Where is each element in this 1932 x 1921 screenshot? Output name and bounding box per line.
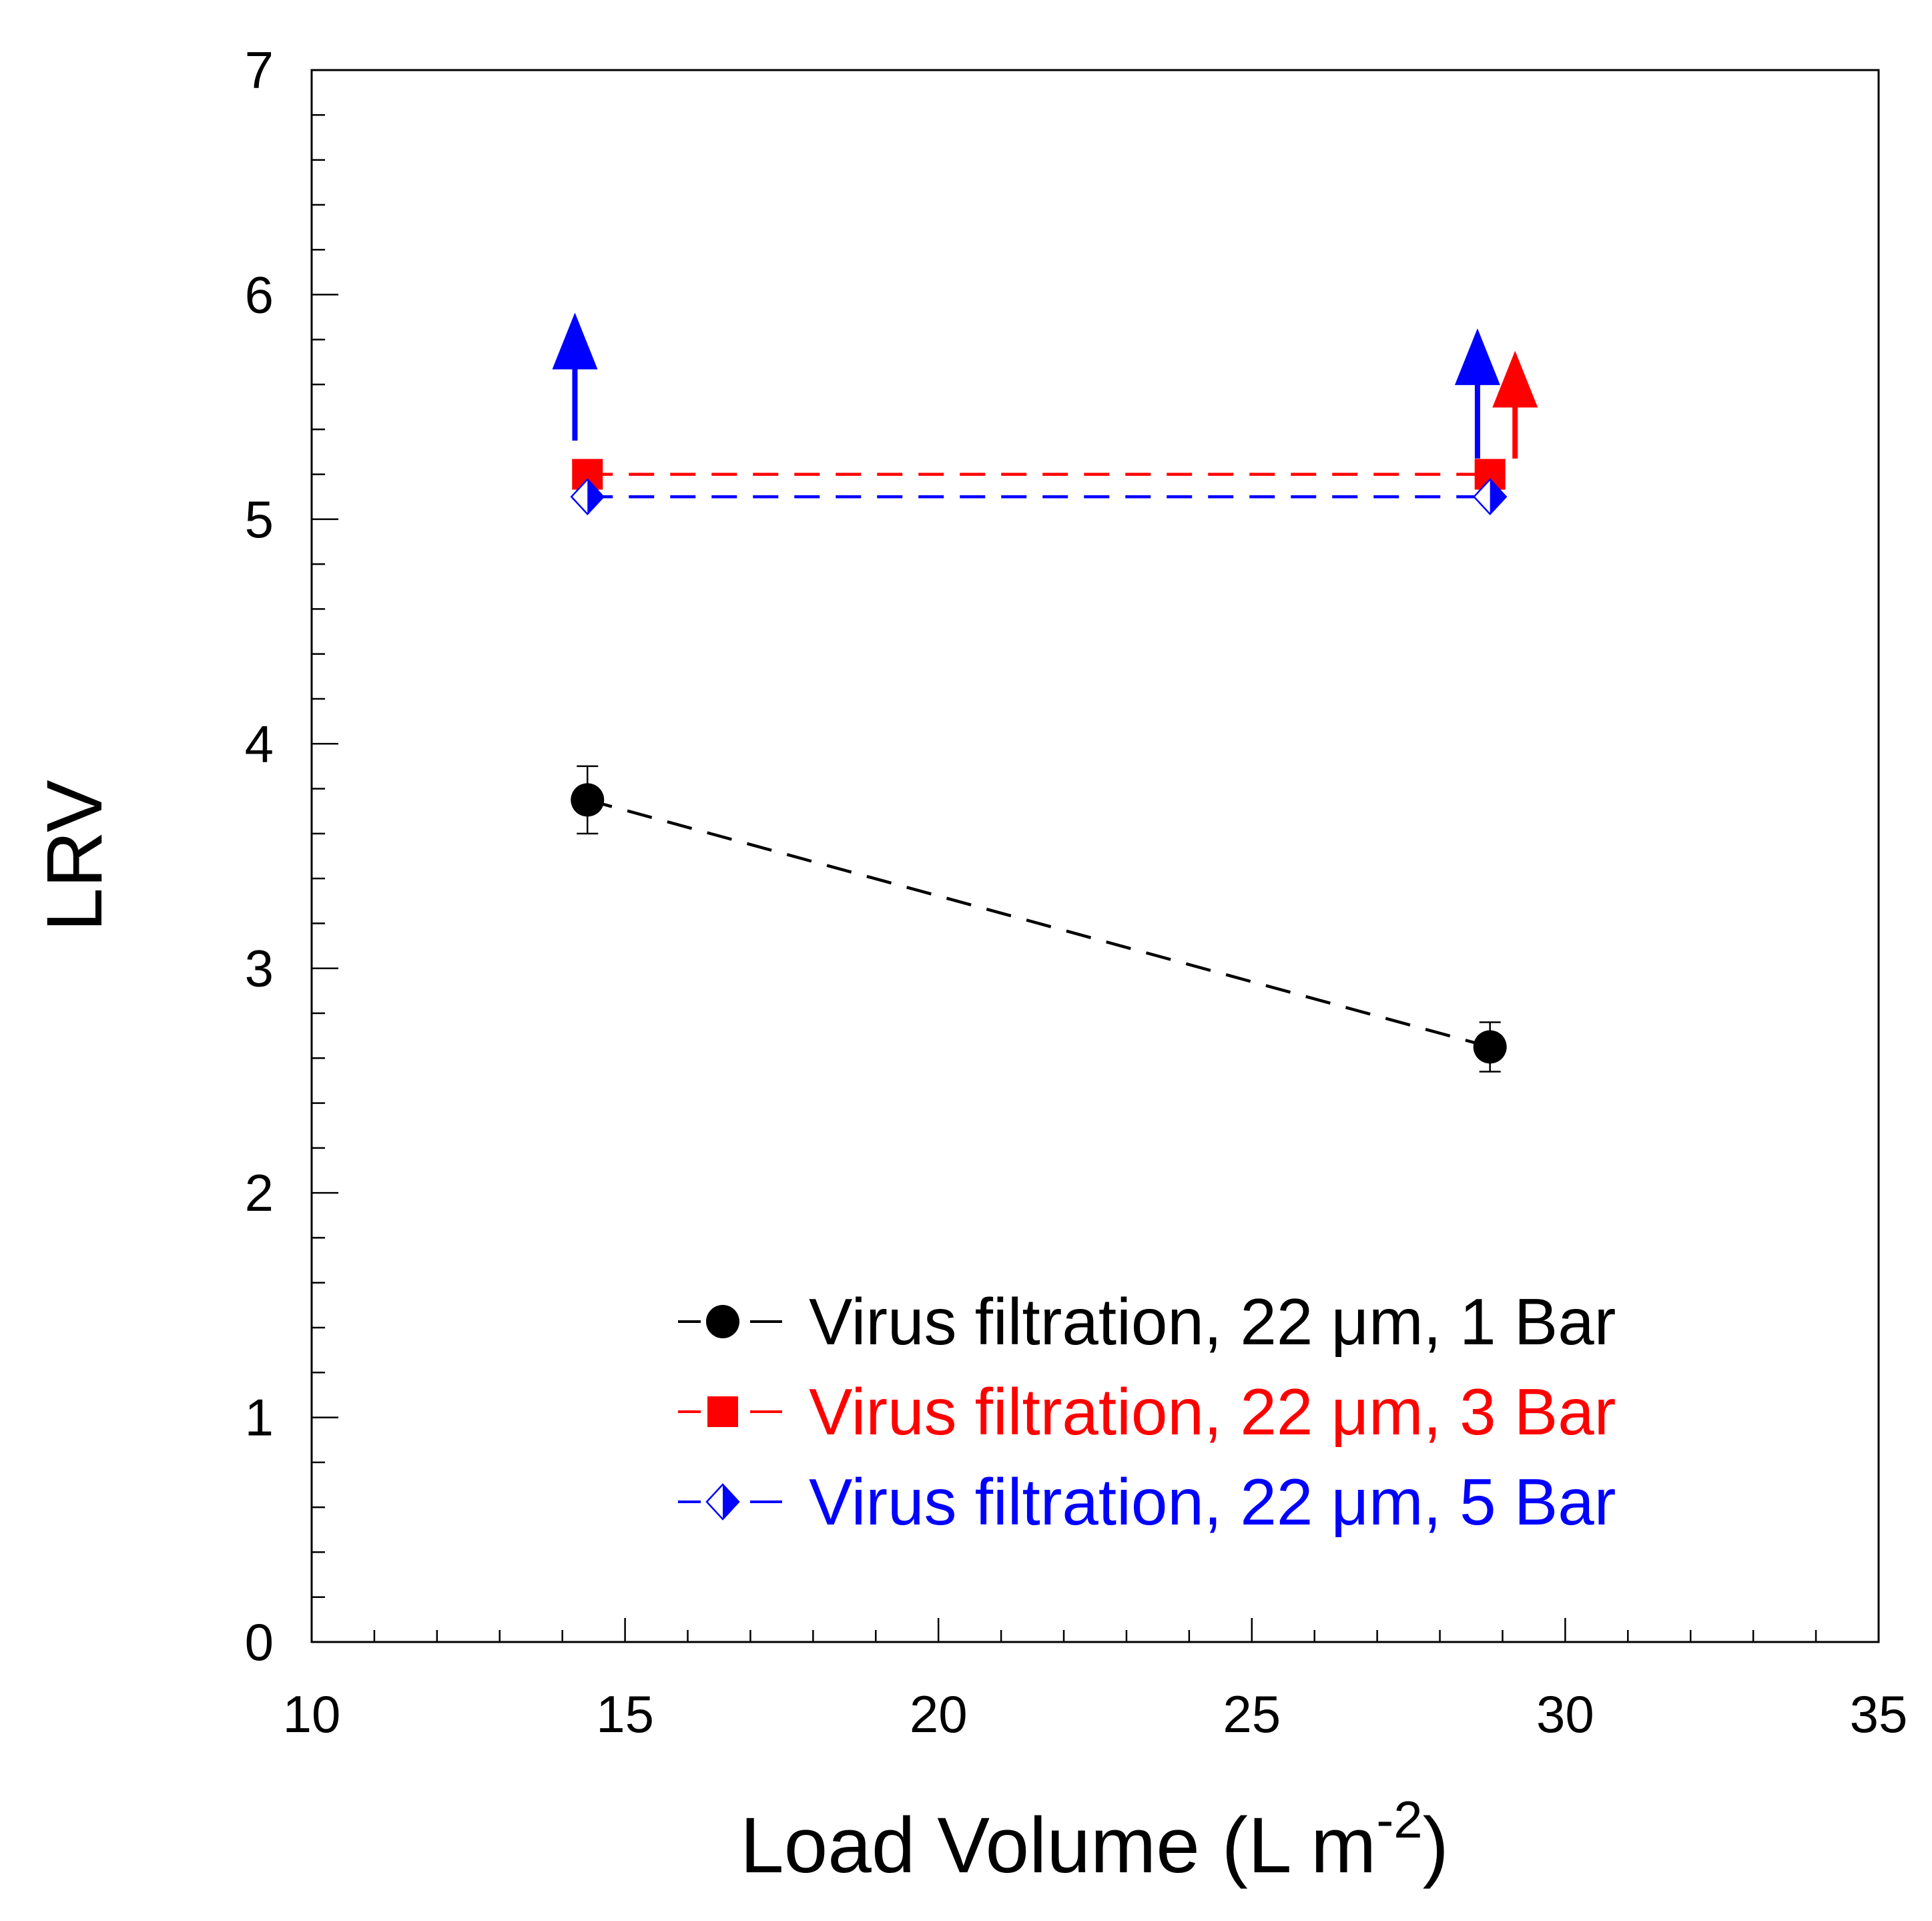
y-tick-label: 6	[245, 265, 274, 324]
data-point	[1472, 478, 1508, 516]
y-tick-label: 2	[245, 1163, 274, 1222]
legend-label: Virus filtration, 22 μm, 1 Bar	[809, 1285, 1616, 1358]
data-point	[570, 478, 605, 516]
data-point	[571, 783, 605, 817]
x-tick-label: 20	[910, 1685, 968, 1743]
legend-marker	[705, 1483, 740, 1521]
x-tick-label: 15	[596, 1685, 654, 1743]
y-tick-label: 4	[245, 714, 274, 773]
x-tick-label: 30	[1536, 1685, 1594, 1743]
legend-entry: Virus filtration, 22 μm, 5 Bar	[678, 1465, 1616, 1539]
diamond-fill-shape	[723, 1484, 739, 1519]
limit-arrow-head	[552, 312, 598, 370]
legend-entry: Virus filtration, 22 μm, 3 Bar	[678, 1375, 1616, 1448]
y-tick-label: 7	[245, 41, 274, 99]
plot-frame	[310, 69, 1880, 1643]
x-axis-title: Load Volume (L m-2)	[740, 1790, 1449, 1890]
y-tick-label: 0	[245, 1613, 274, 1671]
x-tick-label: 10	[283, 1685, 341, 1743]
legend-entry: Virus filtration, 22 μm, 1 Bar	[678, 1285, 1616, 1358]
y-tick-label: 1	[245, 1388, 274, 1447]
legend-marker	[706, 1305, 739, 1338]
circle-marker-shape	[571, 783, 605, 817]
x-tick-label: 35	[1850, 1685, 1908, 1743]
data-point	[1473, 1030, 1507, 1064]
limit-arrow-head	[1492, 350, 1538, 408]
legend-label: Virus filtration, 22 μm, 3 Bar	[809, 1375, 1616, 1448]
x-axis-title-main: Load Volume (L m	[740, 1802, 1376, 1890]
limit-arrow-head	[1454, 328, 1500, 385]
diamond-fill-shape	[587, 479, 604, 515]
x-axis-title-suffix: )	[1423, 1802, 1449, 1890]
y-tick-label: 3	[245, 939, 274, 998]
circle-marker-shape	[706, 1305, 739, 1338]
circle-marker-shape	[1473, 1030, 1507, 1064]
y-axis-title: LRV	[31, 780, 119, 932]
series-line	[587, 798, 1491, 1049]
square-marker-shape	[707, 1396, 738, 1427]
x-axis-title-superscript: -2	[1376, 1790, 1422, 1849]
y-tick-label: 5	[245, 490, 274, 549]
legend-marker	[707, 1396, 738, 1427]
legend-label: Virus filtration, 22 μm, 5 Bar	[809, 1465, 1616, 1539]
diamond-fill-shape	[1490, 479, 1506, 515]
x-tick-label: 25	[1223, 1685, 1281, 1743]
